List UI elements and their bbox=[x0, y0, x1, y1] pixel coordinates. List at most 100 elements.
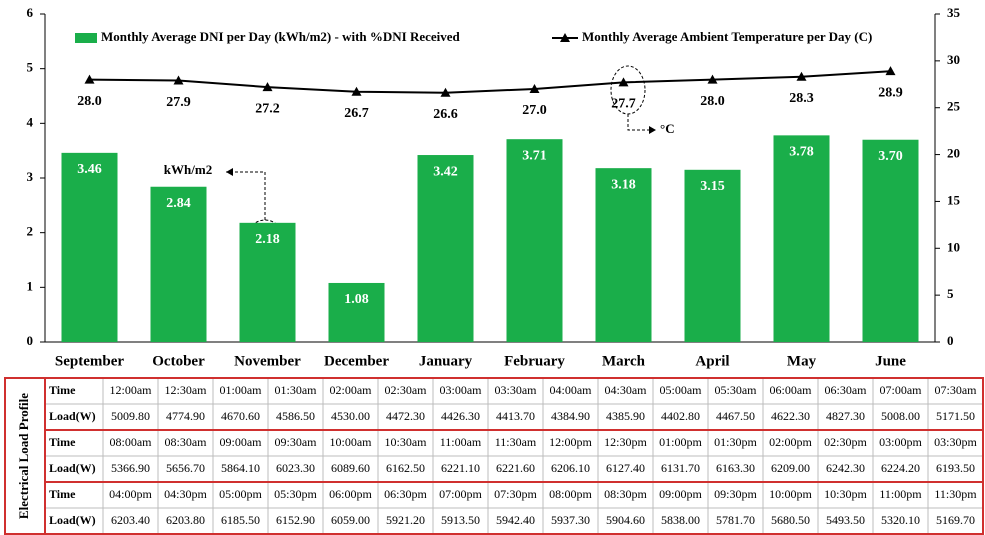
table-cell-text: 6152.90 bbox=[276, 513, 315, 527]
table-cell-text: 08:00pm bbox=[549, 487, 592, 501]
data-label: 27.9 bbox=[166, 95, 191, 110]
x-tick-label: September bbox=[55, 353, 124, 369]
table-cell-text: 4622.30 bbox=[771, 409, 810, 423]
table-cell-text: 04:30pm bbox=[164, 487, 207, 501]
x-tick-label: May bbox=[787, 353, 817, 369]
bar bbox=[417, 155, 474, 342]
table-cell-text: 02:00pm bbox=[769, 435, 812, 449]
data-label: 3.78 bbox=[789, 145, 814, 160]
table-cell-text: 6162.50 bbox=[386, 461, 425, 475]
y-tick-label: 5 bbox=[27, 60, 34, 75]
data-label: 28.0 bbox=[700, 94, 725, 109]
data-label: 2.18 bbox=[255, 232, 280, 247]
table-cell-text: 12:00am bbox=[110, 383, 153, 397]
row-header: Time bbox=[49, 435, 76, 449]
legend-label: Monthly Average Ambient Temperature per … bbox=[582, 29, 872, 44]
table-cell-text: 01:30pm bbox=[714, 435, 757, 449]
table-cell-text: 04:00pm bbox=[109, 487, 152, 501]
x-tick-label: December bbox=[324, 353, 389, 369]
data-label: 28.3 bbox=[789, 91, 814, 106]
table-cell-text: 09:30pm bbox=[714, 487, 757, 501]
table-cell-text: 07:30am bbox=[935, 383, 978, 397]
bar bbox=[684, 169, 741, 342]
table-cell-text: 4402.80 bbox=[661, 409, 700, 423]
x-tick-label: January bbox=[419, 353, 473, 369]
table-cell-text: 04:00am bbox=[550, 383, 593, 397]
data-label: 27.2 bbox=[255, 101, 280, 116]
table-cell-text: 11:00am bbox=[440, 435, 482, 449]
data-label: 3.15 bbox=[700, 179, 725, 194]
table-cell-text: 6209.00 bbox=[771, 461, 810, 475]
table-cell-text: 10:00am bbox=[330, 435, 373, 449]
table-cell-text: 5942.40 bbox=[496, 513, 535, 527]
bar bbox=[595, 168, 652, 342]
annotation-arrow bbox=[226, 171, 266, 220]
table-cell-text: 08:30pm bbox=[604, 487, 647, 501]
table-cell-text: 6185.50 bbox=[221, 513, 260, 527]
table-cell-text: 07:30pm bbox=[494, 487, 537, 501]
table-cell-text: 6131.70 bbox=[661, 461, 700, 475]
data-label: 3.42 bbox=[433, 164, 458, 179]
table-cell-text: 10:30pm bbox=[824, 487, 867, 501]
legend-label: Monthly Average DNI per Day (kWh/m2) - w… bbox=[101, 29, 461, 44]
table-cell-text: 4774.90 bbox=[166, 409, 205, 423]
table-cell-text: 6242.30 bbox=[826, 461, 865, 475]
table-cell-text: 4827.30 bbox=[826, 409, 865, 423]
y-tick-label: 6 bbox=[27, 5, 34, 20]
table-cell-text: 08:30am bbox=[165, 435, 208, 449]
table-cell-text: 11:30pm bbox=[934, 487, 977, 501]
data-label: 3.18 bbox=[611, 177, 636, 192]
line-marker bbox=[440, 87, 451, 97]
table-cell-text: 05:00pm bbox=[219, 487, 262, 501]
table-cell-text: 6023.30 bbox=[276, 461, 315, 475]
line-marker bbox=[796, 71, 807, 81]
y2-tick-label: 15 bbox=[947, 192, 961, 207]
table-cell-text: 5937.30 bbox=[551, 513, 590, 527]
x-tick-label: March bbox=[602, 353, 646, 369]
y-tick-label: 4 bbox=[27, 114, 34, 129]
x-tick-label: June bbox=[875, 353, 906, 369]
bar bbox=[61, 152, 118, 342]
data-label: 28.9 bbox=[878, 85, 903, 100]
table-cell-text: 08:00am bbox=[110, 435, 153, 449]
data-label: 28.0 bbox=[77, 94, 102, 109]
line-marker bbox=[173, 75, 184, 85]
table-cell-text: 10:30am bbox=[385, 435, 428, 449]
legend-marker bbox=[560, 33, 570, 42]
annotation: kWh/m2 bbox=[164, 162, 212, 177]
data-label: 2.84 bbox=[166, 196, 191, 211]
table-cell-text: 5656.70 bbox=[166, 461, 205, 475]
table-cell-text: 11:30am bbox=[495, 435, 537, 449]
table-cell-text: 10:00pm bbox=[769, 487, 812, 501]
table-cell-text: 02:30pm bbox=[824, 435, 867, 449]
table-cell-text: 4384.90 bbox=[551, 409, 590, 423]
table-cell-text: 4413.70 bbox=[496, 409, 535, 423]
legend-swatch bbox=[75, 33, 97, 43]
table-cell-text: 5493.50 bbox=[826, 513, 865, 527]
table-cell-text: 09:30am bbox=[275, 435, 318, 449]
data-label: 3.71 bbox=[522, 148, 547, 163]
table-cell-text: 12:30pm bbox=[604, 435, 647, 449]
bar bbox=[773, 135, 830, 342]
table-cell-text: 06:00pm bbox=[329, 487, 372, 501]
table-cell-text: 5169.70 bbox=[936, 513, 975, 527]
line-marker bbox=[351, 86, 362, 96]
y2-tick-label: 20 bbox=[947, 146, 960, 161]
table-cell-text: 4472.30 bbox=[386, 409, 425, 423]
table-cell-text: 4586.50 bbox=[276, 409, 315, 423]
table-cell-text: 4530.00 bbox=[331, 409, 370, 423]
table-cell-text: 6193.50 bbox=[936, 461, 975, 475]
arrow-head bbox=[649, 126, 656, 134]
table-cell-text: 05:30am bbox=[715, 383, 758, 397]
bar bbox=[239, 222, 296, 342]
table-cell-text: 01:30am bbox=[275, 383, 318, 397]
line-marker bbox=[529, 83, 540, 93]
row-header: Time bbox=[49, 383, 76, 397]
x-tick-label: February bbox=[504, 353, 565, 369]
y-tick-label: 1 bbox=[27, 278, 34, 293]
data-label: 26.7 bbox=[344, 106, 369, 121]
table-cell-text: 6203.40 bbox=[111, 513, 150, 527]
annotation: °C bbox=[660, 121, 675, 136]
bar bbox=[862, 139, 919, 342]
